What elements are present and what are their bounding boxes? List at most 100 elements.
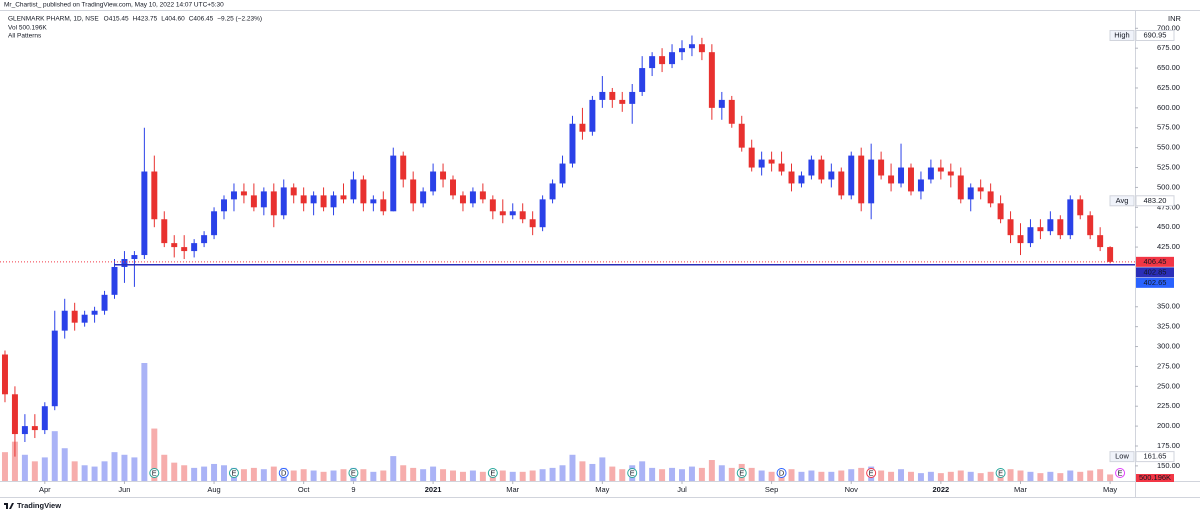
price-marker-value: 483.20 [1144,196,1167,205]
candle-body [459,195,466,204]
volume-bar [290,470,297,481]
candle-body [1077,199,1084,216]
candle-body [679,48,685,53]
x-tick-label: Nov [845,485,859,494]
volume-bar [788,469,795,481]
volume-bar [211,463,218,481]
candle-body [1007,219,1014,236]
candle-body [71,310,78,323]
price-marker-value: 402.85 [1144,267,1167,276]
candle-body [469,191,476,204]
candle-body [330,195,337,208]
volume-bar [579,461,586,481]
price-marker-value: 406.45 [1144,257,1167,266]
event-label: E [998,468,1003,477]
volume-bar [469,470,476,481]
candle-body [1047,219,1054,232]
x-tick-label: 9 [351,485,355,494]
candle-body [768,159,775,164]
candle-body [898,167,905,184]
volume-bar [181,465,188,481]
volume-bar [967,471,974,481]
event-label: E [351,468,356,477]
candle-body [1087,215,1094,236]
legend-value: O415.45 [104,16,129,23]
legend-value: C406.45 [189,16,214,23]
volume-bar [639,461,646,481]
x-tick-label: Apr [39,485,51,494]
y-tick-label: 650.00 [1157,63,1180,72]
price-marker-value: 690.95 [1144,30,1167,39]
y-tick-label: 525.00 [1157,163,1180,172]
volume-bar [1007,469,1014,481]
volume-bar [191,467,198,481]
volume-bar [947,471,954,481]
candle-body [529,219,536,228]
volume-bar [539,469,546,481]
volume-bar [748,467,755,481]
candle-body [828,171,835,180]
candle-body [937,167,944,172]
candle-body [181,247,188,252]
volume-marker-label: 500.196K [1139,473,1171,482]
candle-body [609,91,616,100]
candle-body [450,179,456,196]
volume-bar [300,469,307,481]
volume-bar [360,469,367,481]
volume-bar [320,471,327,481]
y-tick-label: 675.00 [1157,43,1180,52]
candle-body [201,235,208,244]
candle-body [977,187,984,192]
candle-body [539,199,546,228]
volume-bar [270,466,277,481]
event-icon [866,468,877,478]
candle-body [947,171,954,176]
x-tick-label: 2021 [425,485,442,494]
event-label: E [152,468,157,477]
candle-body [31,426,38,431]
volume-bar [1037,473,1044,481]
candle-body [310,195,317,204]
candle-body [171,243,178,248]
volume-bar [977,473,984,481]
candle-body [101,294,108,311]
event-icon [487,468,498,478]
candle-body [708,52,715,108]
y-tick-label: 175.00 [1157,441,1180,450]
legend: GLENMARK PHARM, 1D, NSE Vol 500.196K All… [8,16,99,40]
candle-body [878,159,885,176]
candle-body [400,155,407,180]
volume-bar [111,452,118,481]
candle-body [908,167,914,192]
volume-bar [250,467,257,481]
x-tick-label: May [1103,485,1117,494]
volume-bar [589,463,596,481]
volume-bar [260,469,267,481]
volume-bar [828,471,835,481]
y-tick-label: 425.00 [1157,242,1180,251]
candle-body [728,99,735,124]
candle-body [738,123,745,148]
candle-body [868,159,875,204]
volume-bar [171,462,178,481]
candle-body [11,394,18,435]
candle-body [917,179,924,192]
attribution: Mr_Chartist_ published on TradingView.co… [4,2,224,9]
volume-bar [11,441,18,481]
candle-body [758,159,765,168]
volume-bar [31,461,38,481]
volume-bar [221,465,227,481]
candle-body [858,155,865,204]
candle-body [21,426,28,435]
x-tick-label: Oct [298,485,311,494]
volume-bar [798,471,805,481]
volume-bar [1047,471,1054,481]
candle-body [788,171,795,184]
volume-bar [1067,470,1074,481]
y-tick-label: 625.00 [1157,83,1180,92]
event-icon [627,468,638,478]
logo-icon [4,503,14,509]
volume-bar [848,469,855,481]
candle-body [1017,235,1024,244]
